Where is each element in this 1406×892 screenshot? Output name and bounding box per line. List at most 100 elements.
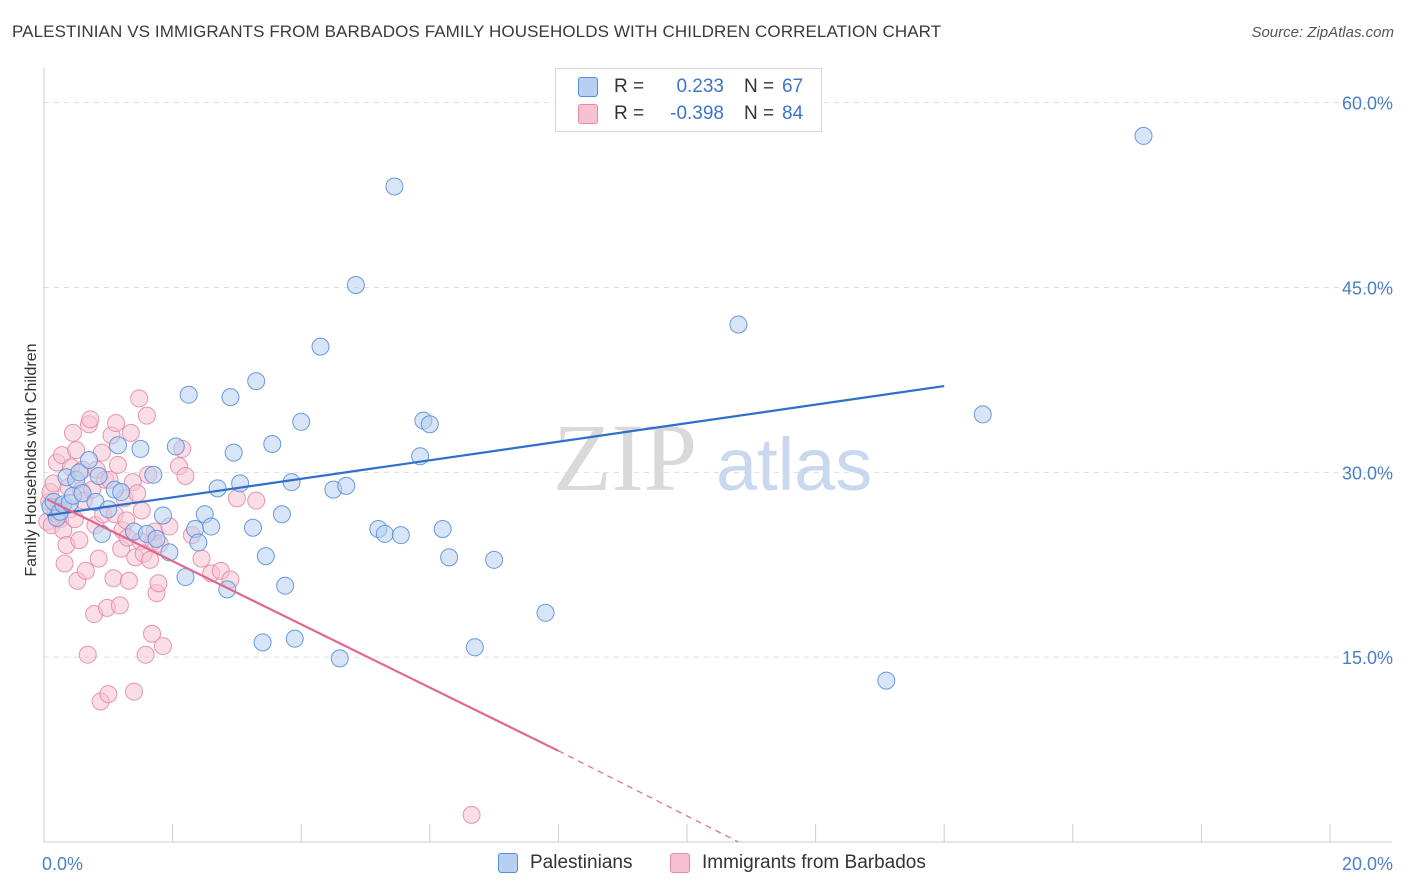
y-tick-label: 30.0% [1342, 463, 1393, 483]
y-axis-title: Family Households with Children [23, 344, 40, 577]
barbados-point [143, 624, 162, 643]
palestinian-point [153, 506, 172, 525]
barbados-point [132, 501, 151, 520]
legend-n-value: 67 [782, 76, 804, 97]
barbados-trend-extension [558, 750, 739, 843]
legend-r-value: -0.398 [670, 103, 724, 124]
legend-swatch-barbados [670, 853, 690, 873]
palestinian-point [243, 518, 262, 537]
legend-row-palestinians: R = 0.233 N = 67 [578, 75, 803, 99]
palestinian-point [202, 517, 221, 536]
palestinian-point [99, 500, 118, 519]
palestinian-point [285, 629, 304, 648]
legend-label-barbados: Immigrants from Barbados [702, 852, 926, 873]
barbados-point [462, 805, 481, 824]
palestinian-point [112, 483, 131, 502]
barbados-point [130, 389, 149, 408]
legend-n-value: 84 [782, 103, 804, 124]
palestinian-point [485, 550, 504, 569]
barbados-point [149, 574, 168, 593]
barbados-point [121, 423, 140, 442]
palestinian-point [189, 533, 208, 552]
palestinian-point [465, 638, 484, 657]
palestinian-point [282, 473, 301, 492]
watermark-zip: ZIP [553, 404, 697, 511]
palestinian-point [247, 372, 266, 391]
barbados-point [141, 550, 160, 569]
barbados-point [128, 484, 147, 503]
legend-n-label: N = [744, 103, 775, 124]
palestinian-point [70, 463, 89, 482]
legend-n-label: N = [744, 76, 775, 97]
barbados-point [247, 491, 266, 510]
barbados-point [137, 406, 156, 425]
palestinian-point [440, 548, 459, 567]
barbados-point [104, 569, 123, 588]
barbados-trend-line [46, 498, 559, 752]
barbados-point [107, 414, 126, 433]
palestinian-point [73, 484, 92, 503]
grid-layer [44, 102, 1392, 658]
palestinian-point [433, 520, 452, 539]
series-legend: Palestinians Immigrants from Barbados [0, 852, 1406, 878]
barbados-point [192, 549, 211, 568]
source-label: Source: ZipAtlas.com [1251, 24, 1394, 41]
legend-r-label: R = [614, 76, 645, 97]
legend-r-value: 0.233 [676, 76, 724, 97]
x-tick-label-min: 0.0% [42, 854, 83, 874]
y-tick-label: 60.0% [1342, 94, 1393, 114]
palestinian-point [166, 437, 185, 456]
palestinian-point [973, 405, 992, 424]
barbados-point [110, 596, 129, 615]
palestinian-point [337, 476, 356, 495]
palestinians-trend-line [47, 384, 945, 517]
barbados-point [108, 455, 127, 474]
barbados-point [119, 571, 138, 590]
barbados-point [99, 685, 118, 704]
watermark-atlas: atlas [716, 423, 872, 506]
palestinian-point [311, 337, 330, 356]
legend-r-label: R = [614, 103, 645, 124]
legend-item-palestinians[interactable]: Palestinians [498, 852, 632, 874]
series-palestinians-points [41, 126, 1153, 690]
y-tick-label: 45.0% [1342, 278, 1393, 298]
x-tick-label-max: 20.0% [1342, 854, 1393, 874]
barbados-point [227, 489, 246, 508]
palestinian-point [276, 576, 295, 595]
legend-swatch-palestinians [498, 853, 518, 873]
barbados-point [76, 561, 95, 580]
barbados-point [55, 554, 74, 573]
palestinian-point [385, 177, 404, 196]
correlation-legend: R = 0.233 N = 67 R = -0.398 N = 84 [555, 68, 822, 132]
palestinian-point [375, 524, 394, 543]
palestinian-point [729, 315, 748, 334]
trend-lines [46, 384, 945, 843]
palestinian-point [272, 505, 291, 524]
palestinian-point [131, 439, 150, 458]
barbados-point [89, 549, 108, 568]
legend-label-palestinians: Palestinians [530, 852, 633, 873]
palestinian-point [536, 603, 555, 622]
axis-labels: Family Households with Children 15.0% 30.0… [23, 94, 1393, 874]
palestinian-point [179, 385, 198, 404]
palestinian-point [253, 633, 272, 652]
legend-row-barbados: R = -0.398 N = 84 [578, 102, 803, 126]
palestinian-point [208, 479, 227, 498]
watermark: ZIP atlas [553, 404, 872, 511]
barbados-point [70, 531, 89, 550]
palestinian-point [877, 671, 896, 690]
axis-layer [43, 68, 1392, 843]
palestinian-point [391, 526, 410, 545]
chart-title: PALESTINIAN VS IMMIGRANTS FROM BARBADOS … [12, 22, 942, 41]
palestinian-point [80, 451, 99, 469]
palestinian-point [89, 467, 108, 486]
barbados-point [78, 645, 97, 664]
palestinian-point [147, 529, 166, 548]
legend-swatch-palestinians [578, 77, 598, 97]
barbados-point [136, 645, 155, 664]
barbados-point [125, 682, 144, 701]
legend-item-barbados[interactable]: Immigrants from Barbados [670, 852, 926, 874]
palestinian-point [144, 465, 163, 484]
palestinian-point [224, 443, 243, 462]
